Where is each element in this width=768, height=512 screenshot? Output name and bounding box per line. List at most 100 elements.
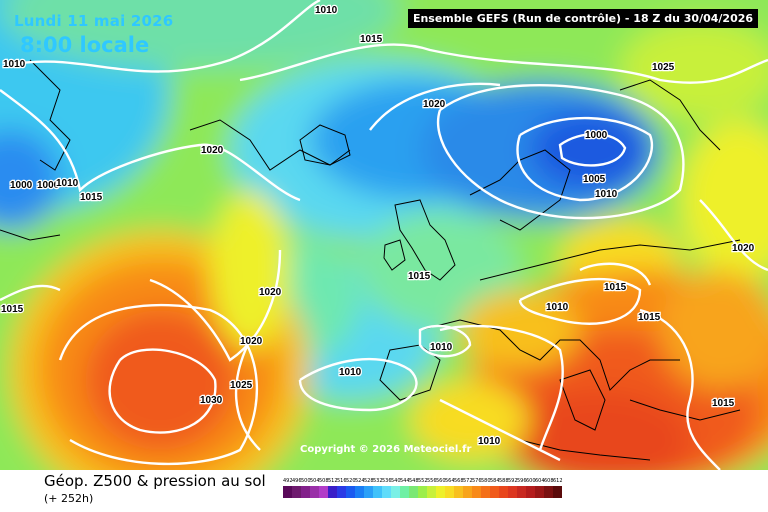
scale-tick-label: 568 — [454, 478, 464, 484]
scale-tick-label: 572 — [463, 478, 473, 484]
isobar-label: 1015 — [712, 398, 735, 409]
scale-tick-label: 592 — [508, 478, 518, 484]
color-scale: 492 496 500 504 508 512 516 520 524 528 532 536 540 5… — [283, 478, 563, 498]
isobar-label: 1015 — [638, 312, 661, 323]
scale-tick-label: 580 — [481, 478, 491, 484]
scale-color-cell — [544, 486, 553, 498]
scale-color-cell — [526, 486, 535, 498]
scale-color-cell — [418, 486, 427, 498]
isobar-label: 1010 — [315, 5, 338, 16]
scale-tick-label: 612 — [553, 478, 563, 484]
scale-color-cell — [400, 486, 409, 498]
scale-tick-label: 608 — [544, 478, 554, 484]
scale-tick-label: 540 — [391, 478, 401, 484]
isobar-label: 1010 — [478, 436, 501, 447]
scale-tick-label: 604 — [535, 478, 545, 484]
scale-color-cell — [454, 486, 463, 498]
scale-color-cell — [427, 486, 436, 498]
scale-tick-label: 564 — [445, 478, 455, 484]
scale-color-cell — [373, 486, 382, 498]
isobar-label: 1005 — [583, 174, 606, 185]
isobar-label: 1020 — [732, 243, 755, 254]
isobar-label: 1010 — [595, 189, 618, 200]
isobar-label: 1000 — [10, 180, 33, 191]
forecast-time: 8:00 locale — [20, 33, 150, 57]
scale-color-cell — [346, 486, 355, 498]
scale-tick-label: 600 — [526, 478, 536, 484]
isobar-label: 1020 — [201, 145, 224, 156]
scale-tick-label: 536 — [382, 478, 392, 484]
isobar-label: 1015 — [604, 282, 627, 293]
isobar-label: 1020 — [240, 336, 263, 347]
scale-ticks: 492 496 500 504 508 512 516 520 524 528 532 536 540 5… — [283, 478, 563, 484]
scale-color-cell — [445, 486, 454, 498]
scale-color-cell — [337, 486, 346, 498]
scale-color-cell — [517, 486, 526, 498]
scale-tick-label: 524 — [355, 478, 365, 484]
isobar-label: 1010 — [56, 178, 79, 189]
geopotential-field — [0, 0, 768, 470]
scale-tick-label: 496 — [292, 478, 302, 484]
isobar-label: 1015 — [1, 304, 24, 315]
scale-tick-label: 584 — [490, 478, 500, 484]
isobar-label: 1015 — [408, 271, 431, 282]
isobar-label: 1030 — [200, 395, 223, 406]
scale-tick-label: 520 — [346, 478, 356, 484]
forecast-date: Lundi 11 mai 2026 — [14, 12, 174, 30]
scale-color-cell — [364, 486, 373, 498]
copyright: Copyright © 2026 Meteociel.fr — [300, 444, 472, 455]
isobar-label: 1025 — [652, 62, 675, 73]
isobar-label: 1010 — [546, 302, 569, 313]
scale-tick-label: 528 — [364, 478, 374, 484]
run-info: Ensemble GEFS (Run de contrôle) - 18 Z d… — [408, 9, 758, 28]
scale-tick-label: 500 — [301, 478, 311, 484]
scale-tick-label: 576 — [472, 478, 482, 484]
isobar-label: 1010 — [430, 342, 453, 353]
scale-color-cell — [283, 486, 292, 498]
scale-tick-label: 532 — [373, 478, 383, 484]
scale-color-cell — [481, 486, 490, 498]
scale-tick-label: 588 — [499, 478, 509, 484]
scale-color-cell — [328, 486, 337, 498]
isobars — [0, 0, 768, 470]
isobar-label: 1020 — [259, 287, 282, 298]
scale-tick-label: 560 — [436, 478, 446, 484]
scale-color-cell — [499, 486, 508, 498]
scale-color-cell — [355, 486, 364, 498]
scale-tick-label: 596 — [517, 478, 527, 484]
scale-tick-label: 492 — [283, 478, 293, 484]
scale-tick-label: 548 — [409, 478, 419, 484]
scale-color-cell — [301, 486, 310, 498]
isobar-label: 1020 — [423, 99, 446, 110]
isobar-label: 1000 — [37, 180, 60, 191]
scale-color-cell — [436, 486, 445, 498]
scale-color-cell — [508, 486, 517, 498]
scale-bar — [283, 486, 562, 498]
scale-tick-label: 552 — [418, 478, 428, 484]
scale-color-cell — [553, 486, 562, 498]
isobar-label: 1010 — [3, 59, 26, 70]
scale-color-cell — [310, 486, 319, 498]
scale-color-cell — [382, 486, 391, 498]
scale-tick-label: 512 — [328, 478, 338, 484]
scale-color-cell — [292, 486, 301, 498]
isobar-label: 1015 — [80, 192, 103, 203]
scale-color-cell — [409, 486, 418, 498]
scale-tick-label: 556 — [427, 478, 437, 484]
isobar-labels: 1010 1015 1010 1020 1000 1025 1020 1000 … — [0, 4, 756, 449]
scale-color-cell — [319, 486, 328, 498]
weather-map: 1010 1015 1010 1020 1000 1025 1020 1000 … — [0, 0, 768, 470]
lead-time: (+ 252h) — [44, 492, 94, 505]
scale-color-cell — [535, 486, 544, 498]
scale-color-cell — [472, 486, 481, 498]
scale-color-cell — [463, 486, 472, 498]
variable-name: Géop. Z500 & pression au sol — [44, 472, 266, 490]
isobar-label: 1010 — [339, 367, 362, 378]
isobar-label: 1015 — [360, 34, 383, 45]
isobar-label: 1025 — [230, 380, 253, 391]
scale-color-cell — [391, 486, 400, 498]
scale-color-cell — [490, 486, 499, 498]
scale-tick-label: 516 — [337, 478, 347, 484]
scale-tick-label: 508 — [319, 478, 329, 484]
scale-tick-label: 504 — [310, 478, 320, 484]
